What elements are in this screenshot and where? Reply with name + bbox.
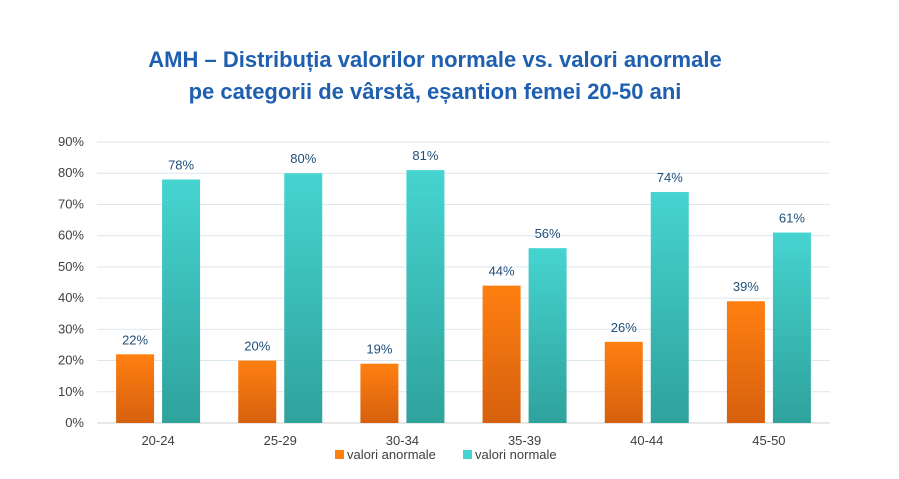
y-tick-label: 50%: [58, 259, 84, 274]
y-tick-label: 80%: [58, 165, 84, 180]
x-tick-label: 20-24: [141, 433, 174, 448]
chart-title-line-1: AMH – Distribuția valorilor normale vs. …: [148, 47, 722, 72]
data-label: 44%: [489, 264, 515, 279]
bar-valori-anormale: [116, 354, 155, 423]
legend-label: valori anormale: [347, 447, 436, 462]
y-tick-label: 0%: [65, 415, 84, 430]
bar-valori-normale: [284, 173, 323, 423]
data-label: 74%: [657, 170, 683, 185]
x-tick-label: 25-29: [264, 433, 297, 448]
x-tick-label: 35-39: [508, 433, 541, 448]
chart-title-line-2: pe categorii de vârstă, eșantion femei 2…: [188, 79, 682, 104]
y-tick-label: 70%: [58, 196, 84, 211]
y-tick-label: 40%: [58, 290, 84, 305]
data-label: 19%: [366, 342, 392, 357]
y-tick-label: 60%: [58, 228, 84, 243]
bar-valori-normale: [528, 248, 567, 423]
data-label: 56%: [535, 226, 561, 241]
data-label: 81%: [412, 148, 438, 163]
legend-swatch: [335, 450, 344, 459]
bars: [116, 170, 811, 423]
bar-valori-anormale: [238, 360, 277, 423]
bar-valori-normale: [772, 232, 811, 423]
bar-valori-normale: [406, 170, 445, 423]
y-tick-label: 20%: [58, 353, 84, 368]
y-tick-label: 90%: [58, 134, 84, 149]
y-tick-label: 30%: [58, 321, 84, 336]
legend-swatch: [463, 450, 472, 459]
x-tick-label: 45-50: [752, 433, 785, 448]
data-label: 80%: [290, 151, 316, 166]
data-labels: 22% 78% 20% 80% 19% 81% 44% 56% 26% 74% 39% 61%: [122, 148, 805, 357]
bar-valori-anormale: [726, 301, 765, 423]
bar-valori-normale: [650, 191, 689, 423]
bar-valori-normale: [162, 179, 201, 423]
data-label: 61%: [779, 211, 805, 226]
bar-valori-anormale: [360, 363, 399, 423]
data-label: 22%: [122, 332, 148, 347]
x-tick-label: 30-34: [386, 433, 419, 448]
x-axis-ticks: 20-24 25-29 30-34 35-39 40-44 45-50: [141, 433, 785, 448]
data-label: 39%: [733, 279, 759, 294]
bar-valori-anormale: [604, 341, 643, 423]
chart-title: AMH – Distribuția valorilor normale vs. …: [0, 44, 870, 108]
bar-valori-anormale: [482, 285, 521, 423]
x-tick-label: 40-44: [630, 433, 663, 448]
data-label: 78%: [168, 157, 194, 172]
gridlines: [97, 141, 830, 424]
data-label: 26%: [611, 320, 637, 335]
data-label: 20%: [244, 339, 270, 354]
y-tick-label: 10%: [58, 384, 84, 399]
legend-label: valori normale: [475, 447, 557, 462]
y-axis-ticks: 0% 10% 20% 30% 40% 50% 60% 70% 80% 90%: [58, 134, 84, 430]
legend: valori anormale valori normale: [335, 447, 557, 462]
